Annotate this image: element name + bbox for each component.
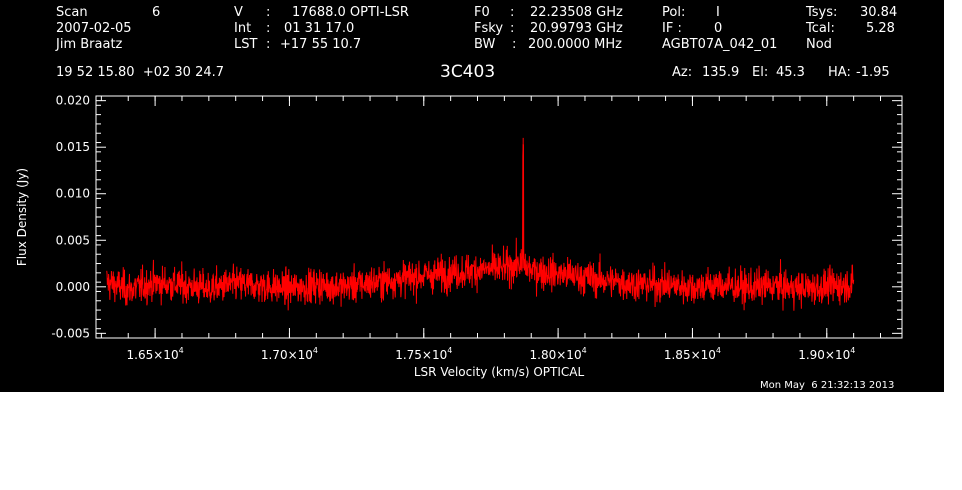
ha-value: -1.95 [856,65,890,80]
fsky-sep: : [510,21,515,36]
bw-label: BW [474,37,496,52]
tcal-value: 5.28 [866,21,895,36]
velocity-label: V [234,5,243,20]
y-tick-label: 0.005 [56,233,90,247]
lst-sep: : [266,37,271,52]
az-label: Az: [672,65,693,80]
pol-value: I [716,5,720,20]
fsky-value: 20.99793 GHz [530,21,623,36]
x-tick-label: 1.80×104 [530,346,587,362]
tsys-label: Tsys: [806,5,838,20]
f0-value: 22.23508 GHz [530,5,623,20]
scan-label: Scan [56,5,88,20]
y-tick-label: 0.020 [56,94,90,108]
tsys-value: 30.84 [860,5,898,20]
scan-value: 6 [152,5,161,20]
source-name: 3C403 [440,62,496,82]
source-coordinates: 19 52 15.80 +02 30 24.7 [56,65,225,80]
pol-label: Pol: [662,5,686,20]
velocity-sep: : [266,5,271,20]
x-tick-label: 1.85×104 [664,346,721,362]
y-tick-label: -0.005 [51,326,90,340]
f0-label: F0 [474,5,490,20]
y-tick-label: 0.015 [56,140,90,154]
observer-name: Jim Braatz [56,37,123,52]
if-value: 0 [714,21,723,36]
spectrum-line [106,143,855,311]
x-tick-label: 1.65×104 [127,346,184,362]
project-id: AGBT07A_042_01 [662,37,778,52]
y-tick-label: 0.010 [56,187,90,201]
bw-value: 200.0000 MHz [528,37,622,52]
tcal-label: Tcal: [806,21,835,36]
spectrum-panel: Scan 6 V : 17688.0 OPTI-LSR F0 : 22.2350… [0,0,944,392]
y-tick-label: 0.000 [56,280,90,294]
int-value: 01 31 17.0 [284,21,355,36]
y-axis-label: Flux Density (Jy) [15,168,29,266]
az-value: 135.9 [702,65,740,80]
plot-frame [95,95,903,339]
procedure: Nod [806,37,832,52]
x-axis-label: LSR Velocity (km/s) OPTICAL [414,365,585,379]
x-tick-label: 1.75×104 [395,346,452,362]
fsky-label: Fsky [474,21,504,36]
lst-value: +17 55 10.7 [280,37,362,52]
x-tick-label: 1.90×104 [798,346,855,362]
ha-label: HA: [828,65,851,80]
el-label: El: [752,65,769,80]
velocity-value: 17688.0 OPTI-LSR [292,5,409,20]
int-sep: : [266,21,271,36]
if-label: IF : [662,21,682,36]
spectrum-chart: -0.005 0.000 0.005 0.010 0.015 0.020 1.65×104 1… [15,94,903,379]
f0-sep: : [510,5,515,20]
bw-sep: : [512,37,517,52]
plot-timestamp: Mon May 6 21:32:13 2013 [760,380,895,391]
obs-date: 2007-02-05 [56,21,132,36]
int-label: Int [234,21,252,36]
x-tick-label: 1.70×104 [261,346,318,362]
el-value: 45.3 [776,65,805,80]
lst-label: LST [234,37,258,52]
